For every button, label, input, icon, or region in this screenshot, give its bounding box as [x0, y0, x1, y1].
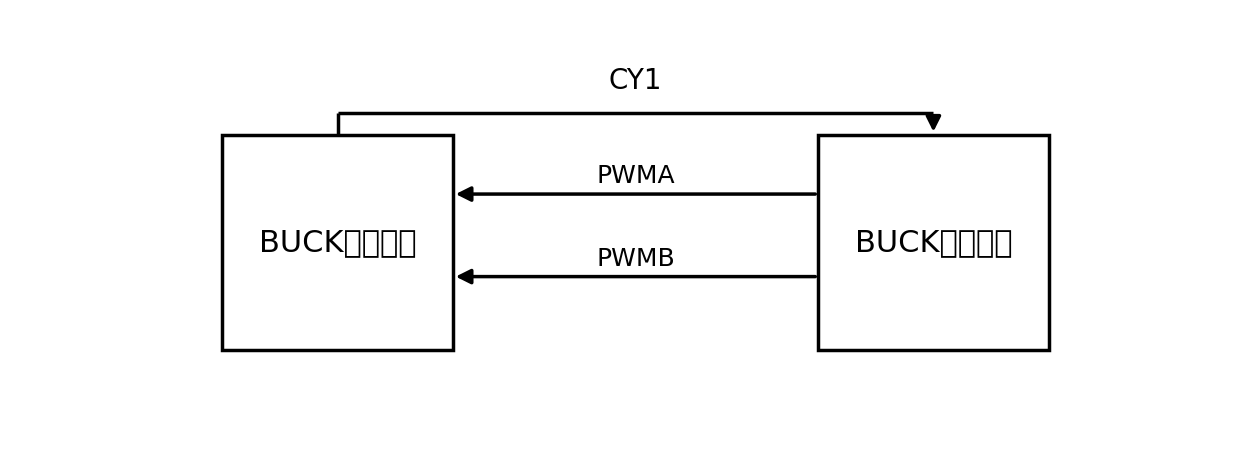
Bar — [818, 135, 1049, 350]
Bar — [222, 135, 453, 350]
Text: PWMB: PWMB — [596, 247, 675, 271]
Text: CY1: CY1 — [609, 67, 662, 95]
Text: BUCK驱动电路: BUCK驱动电路 — [854, 228, 1012, 257]
Text: BUCK降压电路: BUCK降压电路 — [259, 228, 417, 257]
Text: PWMA: PWMA — [596, 164, 675, 188]
